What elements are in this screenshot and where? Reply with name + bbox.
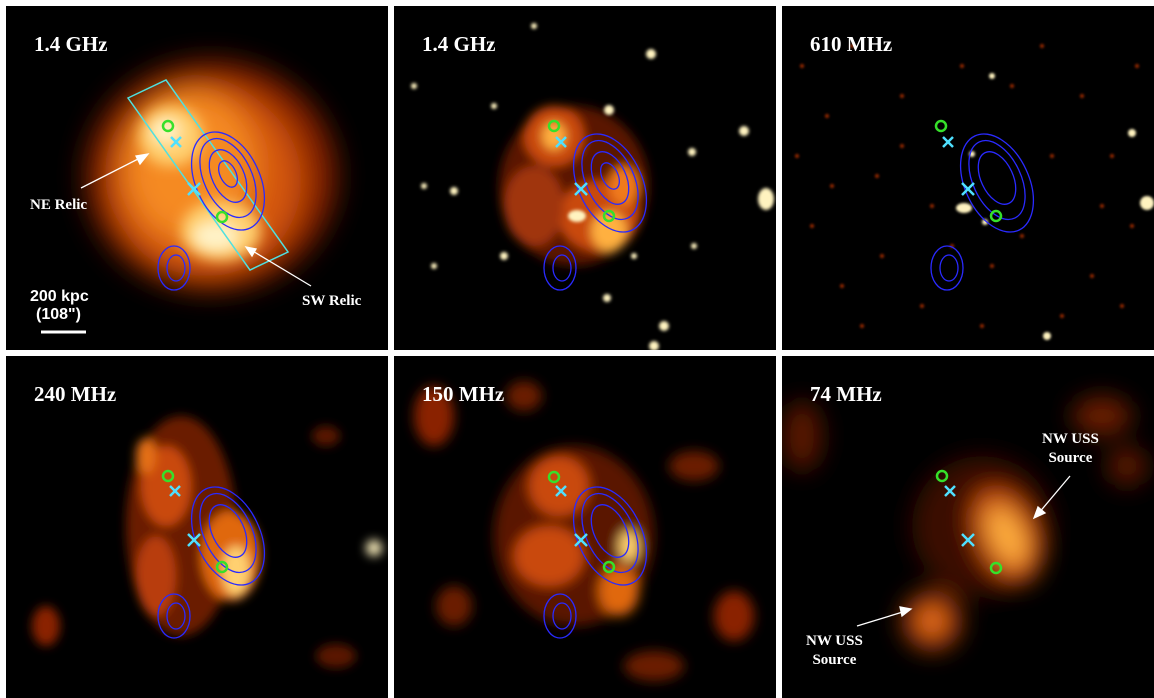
circle-markers — [161, 469, 229, 574]
circle-markers — [934, 119, 1003, 223]
panel-1400mhz-lowres: 1.4 GHz NE Relic SW Relic 200 kpc (108") — [6, 6, 388, 350]
panel-2-image — [411, 23, 774, 350]
contours — [543, 486, 648, 639]
cross-markers — [169, 485, 201, 547]
circle-markers — [547, 470, 616, 574]
nw-uss-bottom-line2: Source — [812, 652, 857, 668]
nw-uss-source-bottom-label: NW USS Source — [806, 632, 863, 670]
cross-markers — [555, 485, 588, 547]
annotation-arrows — [80, 153, 312, 287]
panel-4-image — [32, 416, 382, 668]
point-sources — [411, 23, 774, 350]
frequency-label: 1.4 GHz — [422, 32, 496, 56]
panel-1-image — [41, 61, 336, 334]
diffuse-emission — [782, 396, 1147, 651]
panel-150mhz: 150 MHz — [394, 356, 776, 698]
point-sources — [956, 73, 1154, 340]
contours — [543, 133, 648, 291]
cross-markers — [942, 136, 975, 196]
nw-uss-bottom-line1: NW USS — [806, 633, 863, 649]
panel-74mhz: 74 MHz NW USS Source NW USS Source — [782, 356, 1154, 698]
panel-3-image — [795, 44, 1154, 340]
ne-relic-label: NE Relic — [30, 197, 88, 213]
frequency-label: 240 MHz — [34, 382, 117, 406]
circle-markers — [935, 469, 1003, 575]
frequency-label: 610 MHz — [810, 32, 893, 56]
nw-uss-top-line2: Source — [1048, 450, 1093, 466]
relic-emission — [139, 106, 261, 261]
panel-5-image — [414, 381, 754, 681]
panel-610mhz: 610 MHz — [782, 6, 1154, 350]
contours — [157, 486, 266, 639]
panel-240mhz: 240 MHz — [6, 356, 388, 698]
cross-markers — [944, 485, 975, 547]
circle-markers — [547, 119, 616, 223]
scale-label-arcsec: (108") — [36, 306, 81, 323]
diffuse-emission — [414, 381, 754, 681]
region-box — [126, 79, 290, 271]
scale-label-kpc: 200 kpc — [30, 288, 89, 305]
sw-relic-label: SW Relic — [302, 293, 362, 309]
contours — [930, 133, 1035, 291]
noise-speckle — [795, 44, 1139, 328]
frequency-label: 1.4 GHz — [34, 32, 108, 56]
cross-markers — [555, 136, 588, 196]
frequency-label: 74 MHz — [810, 382, 882, 406]
panel-1400mhz-highres: 1.4 GHz — [394, 6, 776, 350]
nw-uss-top-line1: NW USS — [1042, 431, 1099, 447]
diffuse-emission — [499, 106, 649, 266]
panel-6-image — [782, 396, 1147, 651]
nw-uss-source-top-label: NW USS Source — [1042, 430, 1099, 468]
frequency-label: 150 MHz — [422, 382, 505, 406]
cross-markers — [170, 136, 201, 196]
diffuse-emission — [32, 416, 382, 668]
circle-markers — [161, 119, 229, 224]
annotation-arrows — [856, 475, 1071, 627]
